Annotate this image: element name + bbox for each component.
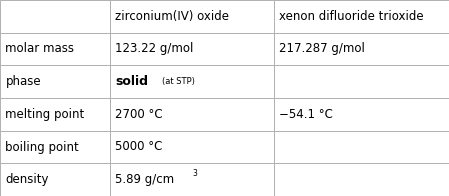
Bar bbox=[0, 33, 110, 65]
Text: 5.89 g/cm: 5.89 g/cm bbox=[115, 173, 175, 186]
Bar bbox=[110, 33, 274, 65]
Text: zirconium(IV) oxide: zirconium(IV) oxide bbox=[115, 10, 229, 23]
Bar bbox=[0, 98, 110, 131]
Bar bbox=[274, 131, 449, 163]
Bar bbox=[110, 163, 274, 196]
Bar bbox=[0, 65, 110, 98]
Bar bbox=[274, 0, 449, 33]
Bar bbox=[110, 98, 274, 131]
Text: 2700 °C: 2700 °C bbox=[115, 108, 163, 121]
Bar bbox=[274, 65, 449, 98]
Bar bbox=[274, 98, 449, 131]
Bar bbox=[110, 131, 274, 163]
Bar bbox=[0, 131, 110, 163]
Text: 217.287 g/mol: 217.287 g/mol bbox=[279, 43, 365, 55]
Text: solid: solid bbox=[115, 75, 148, 88]
Bar bbox=[110, 0, 274, 33]
Bar bbox=[274, 33, 449, 65]
Text: molar mass: molar mass bbox=[5, 43, 75, 55]
Text: −54.1 °C: −54.1 °C bbox=[279, 108, 333, 121]
Bar bbox=[110, 65, 274, 98]
Text: xenon difluoride trioxide: xenon difluoride trioxide bbox=[279, 10, 424, 23]
Text: 5000 °C: 5000 °C bbox=[115, 141, 163, 153]
Text: density: density bbox=[5, 173, 49, 186]
Text: 123.22 g/mol: 123.22 g/mol bbox=[115, 43, 194, 55]
Text: phase: phase bbox=[5, 75, 41, 88]
Bar bbox=[0, 163, 110, 196]
Text: (at STP): (at STP) bbox=[162, 77, 194, 86]
Bar bbox=[0, 0, 110, 33]
Text: 3: 3 bbox=[193, 169, 198, 178]
Text: boiling point: boiling point bbox=[5, 141, 79, 153]
Text: melting point: melting point bbox=[5, 108, 85, 121]
Bar bbox=[274, 163, 449, 196]
